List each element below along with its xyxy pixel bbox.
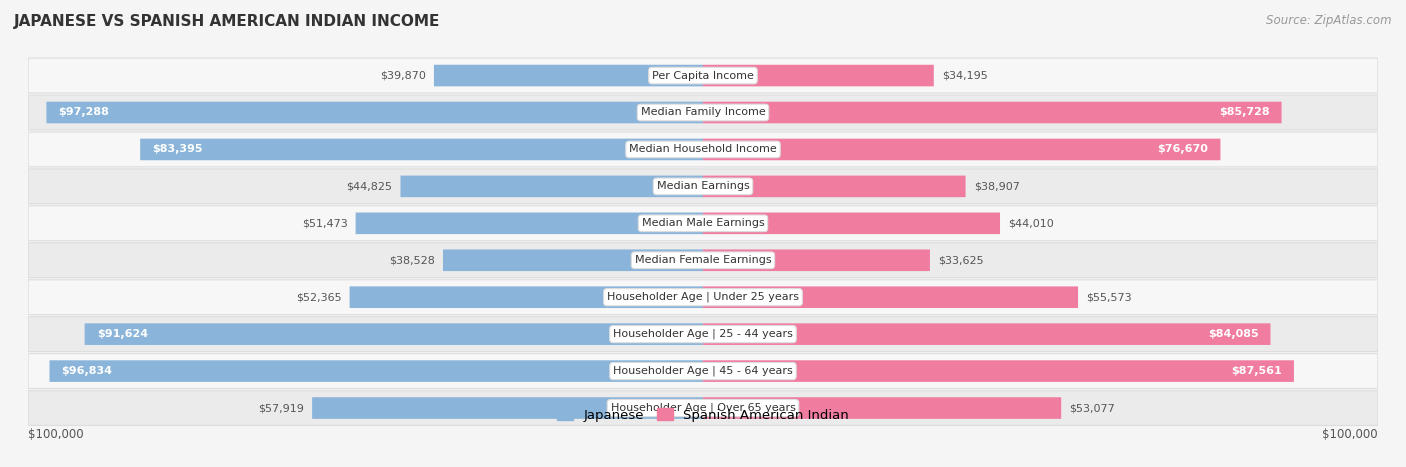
Text: Householder Age | 45 - 64 years: Householder Age | 45 - 64 years [613,366,793,376]
FancyBboxPatch shape [350,286,703,308]
Text: Per Capita Income: Per Capita Income [652,71,754,80]
Text: $85,728: $85,728 [1219,107,1270,118]
FancyBboxPatch shape [28,132,1378,167]
FancyBboxPatch shape [703,249,929,271]
FancyBboxPatch shape [28,354,1378,389]
Text: $55,573: $55,573 [1087,292,1132,302]
Text: $87,561: $87,561 [1232,366,1282,376]
FancyBboxPatch shape [28,206,1378,241]
Text: $38,907: $38,907 [974,181,1019,191]
Text: Median Earnings: Median Earnings [657,181,749,191]
FancyBboxPatch shape [28,95,1378,130]
Text: JAPANESE VS SPANISH AMERICAN INDIAN INCOME: JAPANESE VS SPANISH AMERICAN INDIAN INCO… [14,14,440,29]
FancyBboxPatch shape [703,360,1294,382]
FancyBboxPatch shape [703,65,934,86]
Text: Householder Age | Under 25 years: Householder Age | Under 25 years [607,292,799,303]
Text: $100,000: $100,000 [28,428,84,441]
Text: $39,870: $39,870 [380,71,426,80]
FancyBboxPatch shape [703,176,966,197]
Text: Householder Age | 25 - 44 years: Householder Age | 25 - 44 years [613,329,793,340]
FancyBboxPatch shape [28,280,1378,315]
Text: $83,395: $83,395 [152,144,202,155]
FancyBboxPatch shape [443,249,703,271]
Text: $33,625: $33,625 [938,255,984,265]
FancyBboxPatch shape [703,286,1078,308]
Text: $97,288: $97,288 [59,107,110,118]
FancyBboxPatch shape [46,102,703,123]
Text: $91,624: $91,624 [97,329,148,339]
Text: $53,077: $53,077 [1070,403,1115,413]
Text: Median Male Earnings: Median Male Earnings [641,219,765,228]
FancyBboxPatch shape [49,360,703,382]
Text: Householder Age | Over 65 years: Householder Age | Over 65 years [610,403,796,413]
FancyBboxPatch shape [28,243,1378,278]
Text: $57,919: $57,919 [259,403,304,413]
Text: $38,528: $38,528 [389,255,434,265]
Text: $52,365: $52,365 [295,292,342,302]
FancyBboxPatch shape [703,323,1271,345]
Text: $96,834: $96,834 [62,366,112,376]
FancyBboxPatch shape [28,169,1378,204]
Text: Median Family Income: Median Family Income [641,107,765,118]
FancyBboxPatch shape [28,58,1378,93]
FancyBboxPatch shape [356,212,703,234]
FancyBboxPatch shape [703,139,1220,160]
Text: Median Household Income: Median Household Income [628,144,778,155]
FancyBboxPatch shape [703,397,1062,419]
FancyBboxPatch shape [312,397,703,419]
Text: $84,085: $84,085 [1208,329,1258,339]
Text: $76,670: $76,670 [1157,144,1208,155]
Text: $44,010: $44,010 [1008,219,1054,228]
Legend: Japanese, Spanish American Indian: Japanese, Spanish American Indian [551,403,855,427]
Text: Source: ZipAtlas.com: Source: ZipAtlas.com [1267,14,1392,27]
FancyBboxPatch shape [84,323,703,345]
Text: Median Female Earnings: Median Female Earnings [634,255,772,265]
FancyBboxPatch shape [141,139,703,160]
FancyBboxPatch shape [703,212,1000,234]
FancyBboxPatch shape [434,65,703,86]
FancyBboxPatch shape [401,176,703,197]
Text: $100,000: $100,000 [1322,428,1378,441]
Text: $44,825: $44,825 [346,181,392,191]
FancyBboxPatch shape [28,317,1378,352]
FancyBboxPatch shape [703,102,1281,123]
Text: $51,473: $51,473 [302,219,347,228]
Text: $34,195: $34,195 [942,71,987,80]
FancyBboxPatch shape [28,390,1378,425]
